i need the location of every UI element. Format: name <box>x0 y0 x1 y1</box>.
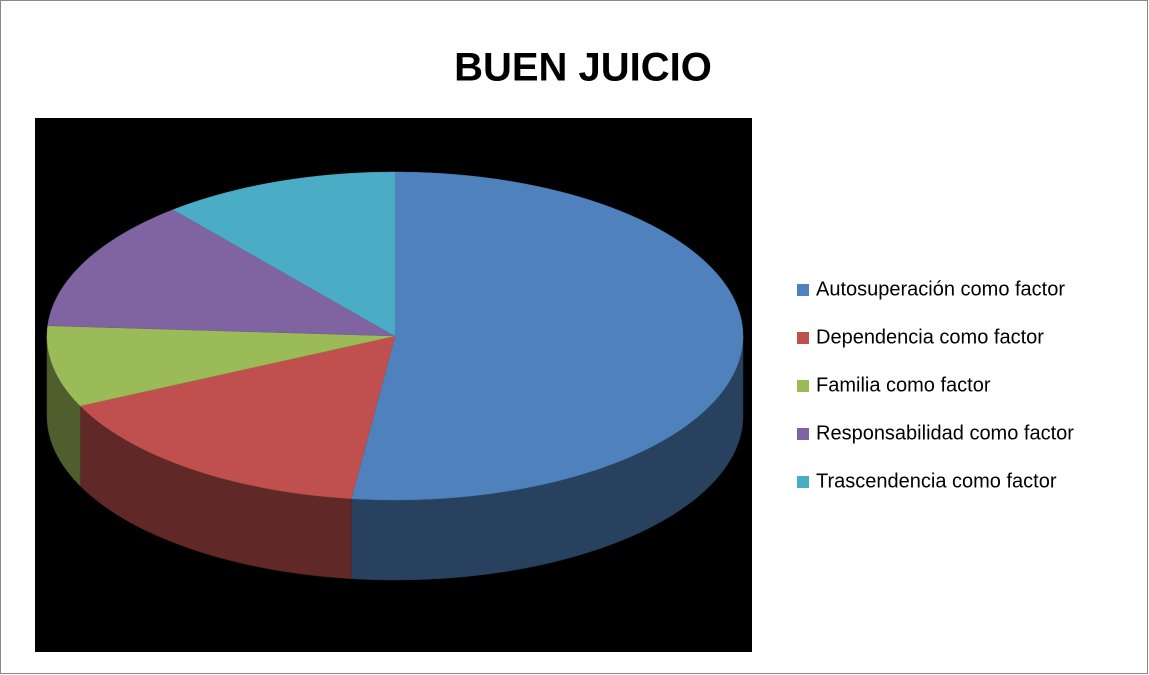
pie-slice <box>47 209 396 337</box>
legend-label: Dependencia como factor <box>816 326 1044 348</box>
legend-label: Responsabilidad como factor <box>816 422 1074 444</box>
pie-slice <box>46 325 396 407</box>
pie-slice <box>79 335 396 499</box>
legend-swatch <box>797 476 809 488</box>
pie-slice <box>351 171 744 501</box>
chart-title: BUEN JUICIO <box>454 46 712 90</box>
legend-swatch <box>797 284 809 296</box>
legend-label: Autosuperación como factor <box>816 278 1065 300</box>
legend-swatch <box>797 428 809 440</box>
legend-swatch <box>797 380 809 392</box>
legend-swatch <box>797 332 809 344</box>
pie-slice <box>172 171 396 337</box>
legend-label: Trascendencia como factor <box>816 470 1057 492</box>
legend-label: Familia como factor <box>816 374 991 396</box>
